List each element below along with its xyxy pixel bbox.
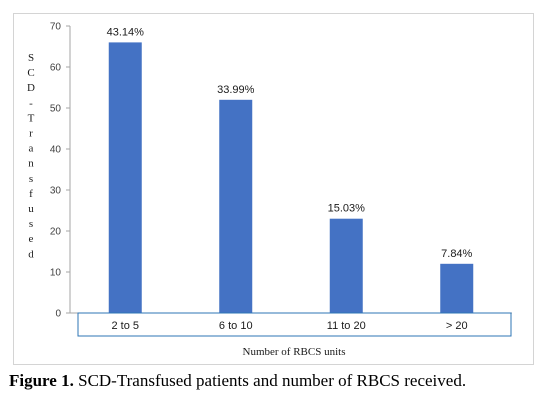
y-axis-title-letter: d bbox=[28, 248, 34, 260]
y-tick-label: 60 bbox=[50, 63, 62, 74]
y-tick-label: 30 bbox=[50, 186, 62, 197]
category-label-box bbox=[77, 312, 512, 337]
y-tick-label: 70 bbox=[50, 22, 62, 33]
category-label: 2 to 5 bbox=[111, 320, 139, 332]
y-axis-title-letter: r bbox=[29, 128, 33, 140]
y-axis-title-letter: D bbox=[27, 82, 35, 94]
x-axis-title: Number of RBCS units bbox=[243, 346, 346, 358]
y-axis-title-letter: u bbox=[28, 203, 34, 215]
y-axis-title-letter: a bbox=[29, 143, 34, 155]
y-axis-title: SCD-Transfused bbox=[27, 52, 35, 260]
bar-data-label: 33.99% bbox=[217, 84, 255, 96]
y-axis-title-letter: S bbox=[28, 52, 34, 64]
caption-label: Figure 1. bbox=[9, 371, 74, 390]
y-axis-title-letter: s bbox=[29, 218, 33, 230]
bar-data-label: 43.14% bbox=[107, 26, 145, 38]
y-tick-label: 40 bbox=[50, 145, 62, 156]
data-labels: 43.14% 33.99% 15.03% 7.84% bbox=[107, 26, 473, 259]
figure-caption: Figure 1. SCD-Transfused patients and nu… bbox=[9, 371, 466, 391]
category-label: 6 to 10 bbox=[219, 320, 253, 332]
y-axis-title-letter: T bbox=[28, 112, 35, 124]
y-axis-title-letter: f bbox=[29, 188, 33, 200]
category-label: > 20 bbox=[446, 320, 468, 332]
bar-data-label: 7.84% bbox=[441, 248, 472, 260]
bars bbox=[108, 42, 474, 314]
y-tick-label: 0 bbox=[55, 309, 61, 320]
bar bbox=[108, 42, 142, 314]
bar bbox=[329, 218, 363, 313]
y-axis-title-letter: s bbox=[29, 173, 33, 185]
y-axis-title-letter: e bbox=[29, 233, 34, 245]
y-axis-title-letter: C bbox=[27, 67, 34, 79]
y-tick-label: 50 bbox=[50, 104, 62, 115]
bar bbox=[440, 263, 474, 313]
y-axis-title-letter: - bbox=[29, 97, 33, 109]
caption-text: SCD-Transfused patients and number of RB… bbox=[73, 371, 467, 390]
y-axis-ticks: 0 10 20 30 40 50 60 70 bbox=[50, 22, 70, 320]
category-label: 11 to 20 bbox=[327, 320, 366, 332]
y-axis-title-letter: n bbox=[28, 158, 34, 170]
y-tick-label: 20 bbox=[50, 227, 62, 238]
bar-data-label: 15.03% bbox=[328, 203, 366, 215]
y-tick-label: 10 bbox=[50, 268, 62, 279]
bar bbox=[219, 99, 253, 313]
category-labels: 2 to 5 6 to 10 11 to 20 > 20 bbox=[111, 320, 467, 332]
